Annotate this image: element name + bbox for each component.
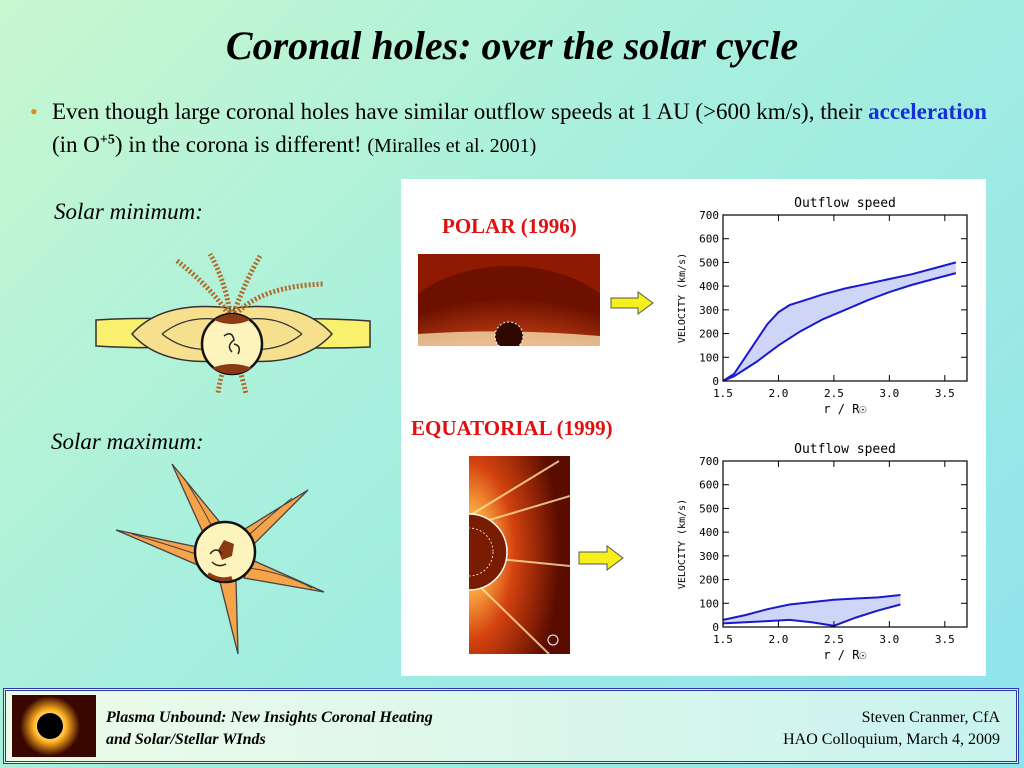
bullet-part2: (in O	[52, 132, 100, 157]
acceleration-term: acceleration	[868, 99, 987, 124]
upper-bound-line	[722, 261, 957, 382]
y-tick-label: 300	[699, 550, 719, 563]
y-tick-label: 700	[699, 455, 719, 468]
slide-title: Coronal holes: over the solar cycle	[225, 23, 799, 68]
chart-title: Outflow speed	[794, 196, 896, 211]
y-tick-label: 0	[712, 621, 719, 634]
polar-field-lines	[174, 252, 325, 395]
arrow-right-icon-2	[578, 545, 624, 571]
footer-author: Steven Cranmer, CfA HAO Colloquium, Marc…	[783, 707, 1000, 751]
solar-max-diagram	[115, 463, 325, 655]
y-tick-label: 100	[699, 597, 719, 610]
x-tick-label: 3.5	[935, 387, 955, 400]
equatorial-speed-chart: Outflow speed 0 100 200 300 400 500 600 700 1.5 2.…	[677, 442, 968, 662]
y-axis-label: VELOCITY (km/s)	[677, 253, 688, 343]
x-tick-label: 2.5	[824, 633, 844, 646]
solar-min-diagram	[95, 252, 371, 395]
footer-left-line1: Plasma Unbound: New Insights Coronal Hea…	[106, 709, 433, 726]
citation: (Miralles et al. 2001)	[367, 135, 537, 157]
polar-label: POLAR (1996)	[442, 214, 577, 238]
solar-min-label: Solar minimum:	[54, 199, 203, 224]
ion-charge: +5	[99, 132, 115, 148]
x-tick-label: 3.0	[879, 633, 899, 646]
solar-max-label: Solar maximum:	[51, 429, 204, 454]
footer-talk-title: Plasma Unbound: New Insights Coronal Hea…	[106, 707, 433, 751]
polar-speed-chart: Outflow speed 0 100 200 300 400 500 600 700 1.5 2.…	[677, 196, 968, 416]
y-tick-label: 400	[699, 526, 719, 539]
y-tick-label: 600	[699, 233, 719, 246]
y-axis-label: VELOCITY (km/s)	[677, 499, 688, 589]
bullet-part3: ) in the corona is different!	[114, 132, 368, 157]
bullet-text: Even though large coronal holes have sim…	[52, 95, 1010, 163]
upper-bound-line	[722, 594, 901, 621]
footer-bar: Plasma Unbound: New Insights Coronal Hea…	[3, 688, 1019, 764]
y-tick-label: 500	[699, 256, 719, 269]
y-tick-label: 100	[699, 351, 719, 364]
x-tick-label: 3.5	[935, 633, 955, 646]
lower-bound-line	[722, 603, 901, 627]
plot-frame	[722, 460, 968, 628]
y-tick-label: 700	[699, 209, 719, 222]
y-tick-label: 600	[699, 479, 719, 492]
bullet-dot: •	[30, 99, 38, 124]
lower-bound-line	[722, 272, 957, 382]
footer-right-line1: Steven Cranmer, CfA	[861, 709, 1000, 726]
y-tick-label: 200	[699, 574, 719, 587]
footer-left-line2: and Solar/Stellar WInds	[106, 731, 266, 748]
x-axis-label: r / R☉	[823, 402, 866, 416]
y-tick-label: 200	[699, 328, 719, 341]
arrow-right-icon	[610, 291, 654, 315]
x-tick-label: 3.0	[879, 387, 899, 400]
x-tick-label: 2.0	[769, 633, 789, 646]
x-axis-label: r / R☉	[823, 648, 866, 662]
x-tick-label: 1.5	[713, 387, 733, 400]
y-tick-label: 0	[712, 375, 719, 388]
chart-title: Outflow speed	[794, 442, 896, 457]
plot-frame	[722, 214, 968, 382]
velocity-band	[723, 595, 901, 626]
equatorial-label: EQUATORIAL (1999)	[411, 416, 613, 440]
x-tick-label: 2.0	[769, 387, 789, 400]
results-panel: POLAR (1996) EQUATORIAL (1999)	[401, 179, 986, 676]
velocity-band	[723, 262, 956, 381]
solar-eclipse-image	[12, 695, 96, 757]
equatorial-coronagraph-image	[469, 456, 570, 654]
main-bullet: • Even though large coronal holes have s…	[30, 95, 1010, 163]
y-tick-label: 300	[699, 304, 719, 317]
x-tick-label: 2.5	[824, 387, 844, 400]
y-tick-label: 400	[699, 280, 719, 293]
y-tick-label: 500	[699, 502, 719, 515]
footer-right-line2: HAO Colloquium, March 4, 2009	[783, 731, 1000, 748]
x-tick-label: 1.5	[713, 633, 733, 646]
polar-coronagraph-image	[418, 254, 600, 346]
bullet-part1: Even though large coronal holes have sim…	[52, 99, 869, 124]
